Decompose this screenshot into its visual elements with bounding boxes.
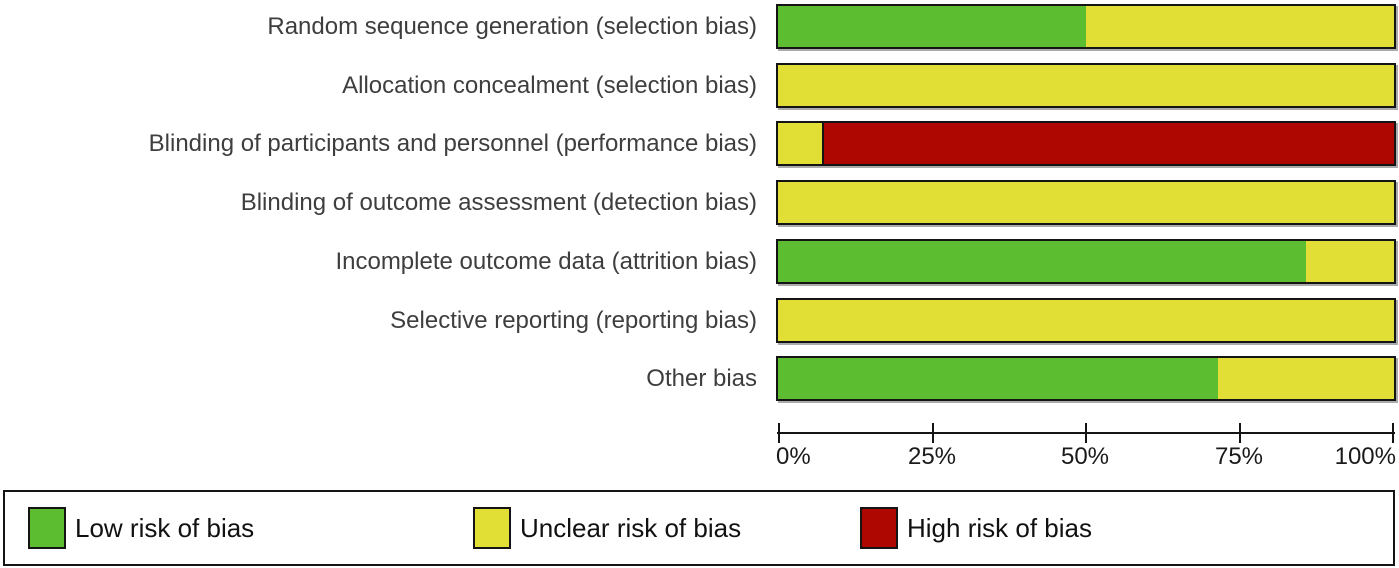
bar-segment-unclear: [1217, 358, 1394, 399]
stacked-bar: [776, 121, 1396, 166]
legend-swatch-low: [28, 507, 66, 549]
bar-segment-unclear: [778, 65, 1394, 106]
axis-tick-label: 75%: [1214, 443, 1264, 470]
axis-tick: [1085, 423, 1087, 443]
legend-label: Unclear risk of bias: [520, 512, 742, 543]
chart-row: Blinding of participants and personnel (…: [0, 121, 1399, 166]
legend-label: High risk of bias: [907, 512, 1092, 543]
bar-segment-unclear: [1086, 6, 1394, 47]
axis-tick-label: 100%: [1334, 443, 1396, 470]
bar-segment-high: [821, 123, 1394, 164]
bar-segment-unclear: [778, 182, 1394, 223]
bar-segment-unclear: [778, 300, 1394, 341]
legend: Low risk of bias Unclear risk of bias High…: [3, 490, 1395, 566]
stacked-bar: [776, 298, 1396, 343]
row-label: Selective reporting (reporting bias): [390, 306, 757, 334]
row-label: Incomplete outcome data (attrition bias): [335, 247, 757, 275]
stacked-bar: [776, 180, 1396, 225]
chart-row: Other bias: [0, 356, 1399, 401]
chart-row: Selective reporting (reporting bias): [0, 298, 1399, 343]
axis-tick: [1392, 423, 1394, 443]
stacked-bar: [776, 239, 1396, 284]
axis-tick: [932, 423, 934, 443]
axis-tick: [778, 423, 780, 443]
bar-segment-unclear: [1305, 241, 1394, 282]
legend-swatch-high: [860, 507, 898, 549]
bar-segment-unclear: [778, 123, 822, 164]
axis-tick: [1239, 423, 1241, 443]
row-label: Blinding of outcome assessment (detectio…: [240, 188, 757, 216]
stacked-bar: [776, 63, 1396, 108]
row-label: Blinding of participants and personnel (…: [148, 129, 757, 157]
chart-row: Blinding of outcome assessment (detectio…: [0, 180, 1399, 225]
x-axis: 0% 25% 50% 75% 100%: [776, 0, 1396, 470]
axis-tick-label: 0%: [776, 443, 811, 470]
stacked-bar: [776, 356, 1396, 401]
bar-segment-low: [778, 6, 1086, 47]
stacked-bar: [776, 4, 1396, 49]
legend-item: Low risk of bias: [28, 492, 254, 564]
bar-segment-low: [778, 241, 1306, 282]
legend-item: High risk of bias: [860, 492, 1092, 564]
chart-row: Incomplete outcome data (attrition bias): [0, 239, 1399, 284]
row-label: Other bias: [646, 364, 757, 392]
legend-label: Low risk of bias: [75, 512, 255, 543]
chart-row: Allocation concealment (selection bias): [0, 63, 1399, 108]
row-label: Allocation concealment (selection bias): [342, 71, 757, 99]
legend-item: Unclear risk of bias: [473, 492, 741, 564]
axis-tick-label: 50%: [1060, 443, 1110, 470]
legend-swatch-unclear: [473, 507, 511, 549]
row-label: Random sequence generation (selection bi…: [267, 12, 757, 40]
bar-segment-low: [778, 358, 1218, 399]
chart-row: Random sequence generation (selection bi…: [0, 4, 1399, 49]
axis-tick-label: 25%: [907, 443, 957, 470]
